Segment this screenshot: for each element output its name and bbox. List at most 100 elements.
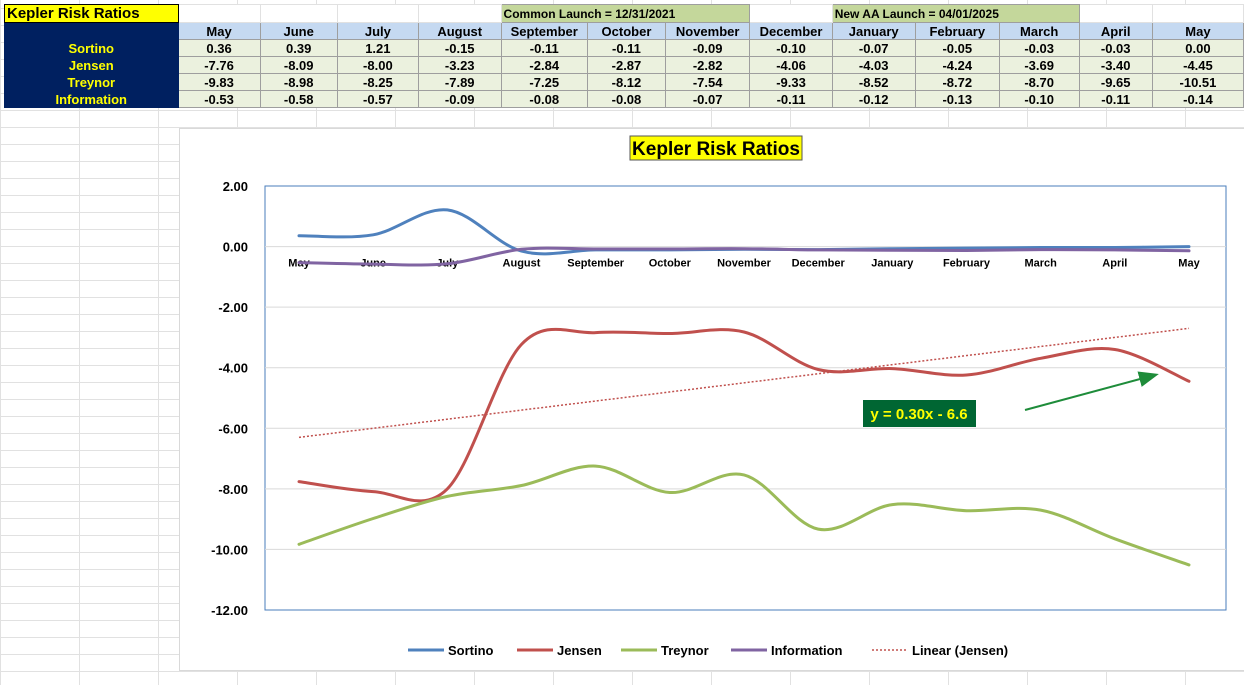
month-header[interactable]: May <box>177 22 261 40</box>
table-cell[interactable]: -7.89 <box>417 73 502 91</box>
table-cell[interactable]: -8.12 <box>586 73 666 91</box>
y-tick-label: -6.00 <box>218 421 248 436</box>
table-cell[interactable]: -2.87 <box>586 56 666 74</box>
month-header[interactable]: October <box>586 22 666 40</box>
table-cell[interactable]: -0.11 <box>586 39 666 57</box>
x-tick-label: February <box>943 258 991 270</box>
table-cell[interactable]: -4.45 <box>1151 56 1244 74</box>
table-cell[interactable]: 0.39 <box>259 39 338 57</box>
table-cell[interactable]: -0.15 <box>417 39 502 57</box>
table-cell[interactable]: -0.11 <box>1078 90 1153 108</box>
row-label[interactable]: Sortino <box>4 39 179 57</box>
trend-arrow <box>1024 371 1159 411</box>
chart-area[interactable]: 2.00 0.00 -2.00 -4.00 -6.00 -8.00 -10.00 -12.00… <box>179 128 1244 671</box>
table-cell[interactable]: -8.70 <box>998 73 1080 91</box>
table-cell[interactable]: -3.69 <box>998 56 1080 74</box>
table-cell[interactable]: -4.06 <box>749 56 833 74</box>
y-tick-label: 2.00 <box>223 179 248 194</box>
table-cell[interactable]: -3.40 <box>1078 56 1153 74</box>
month-header[interactable]: August <box>417 22 502 40</box>
table-cell[interactable]: -0.07 <box>831 39 916 57</box>
x-tick-label: January <box>871 258 914 270</box>
legend-label-linear-jensen: Linear (Jensen) <box>912 643 1008 658</box>
table-cell[interactable]: -7.76 <box>177 56 261 74</box>
y-tick-label: -8.00 <box>218 482 248 497</box>
x-tick-label: September <box>567 258 625 270</box>
row-label[interactable]: Information <box>4 90 179 108</box>
table-row: Sortino 0.36 0.39 1.21 -0.15 -0.11 -0.11 -0.09-… <box>4 39 1244 57</box>
table-cell[interactable]: -7.54 <box>664 73 751 91</box>
legend-label-treynor: Treynor <box>661 643 709 658</box>
y-tick-label: -2.00 <box>218 300 248 315</box>
table-cell[interactable]: -0.03 <box>1078 39 1153 57</box>
table-cell[interactable]: 1.21 <box>336 39 419 57</box>
table-cell[interactable]: -0.05 <box>914 39 1000 57</box>
legend-label-sortino: Sortino <box>448 643 494 658</box>
table-cell[interactable]: -0.10 <box>998 90 1080 108</box>
month-header[interactable]: September <box>500 22 588 40</box>
table-cell[interactable]: -0.58 <box>259 90 338 108</box>
month-header[interactable]: June <box>259 22 338 40</box>
table-cell[interactable]: -8.25 <box>336 73 419 91</box>
series-line-information <box>297 246 1191 267</box>
table-cell[interactable]: -8.98 <box>259 73 338 91</box>
month-header[interactable]: April <box>1078 22 1153 40</box>
table-cell[interactable]: -0.09 <box>417 90 502 108</box>
x-tick-label: October <box>649 258 692 270</box>
y-axis-ticks: 2.00 0.00 -2.00 -4.00 -6.00 -8.00 -10.00 -12.00 <box>211 179 248 618</box>
month-header[interactable]: March <box>998 22 1080 40</box>
gridlines <box>265 246 1226 550</box>
new-aa-launch-label[interactable]: New AA Launch = 04/01/2025 <box>831 4 1080 23</box>
sheet-title[interactable]: Kepler Risk Ratios <box>4 4 179 23</box>
row-label[interactable]: Treynor <box>4 73 179 91</box>
table-cell[interactable]: -4.24 <box>914 56 1000 74</box>
table-cell[interactable]: -0.03 <box>998 39 1080 57</box>
legend-label-jensen: Jensen <box>557 643 602 658</box>
table-cell[interactable]: 0.00 <box>1151 39 1244 57</box>
month-header[interactable]: December <box>749 22 833 40</box>
month-header[interactable]: February <box>914 22 1000 40</box>
table-cell[interactable]: -9.83 <box>177 73 261 91</box>
equation-box <box>863 400 976 427</box>
table-cell[interactable]: -0.14 <box>1151 90 1244 108</box>
table-cell[interactable]: -0.09 <box>664 39 751 57</box>
table-row: Treynor -9.83 -8.98 -8.25 -7.89 -7.25 -8.12 -7.… <box>4 73 1244 91</box>
table-cell[interactable]: 0.36 <box>177 39 261 57</box>
month-header[interactable]: January <box>831 22 916 40</box>
table-title-row: Kepler Risk Ratios Common Launch = 12/31… <box>4 4 1244 23</box>
table-cell[interactable]: -3.23 <box>417 56 502 74</box>
table-cell[interactable]: -0.07 <box>664 90 751 108</box>
table-cell[interactable]: -2.82 <box>664 56 751 74</box>
row-label[interactable]: Jensen <box>4 56 179 74</box>
table-cell[interactable]: -0.10 <box>749 39 833 57</box>
table-cell[interactable]: -0.13 <box>914 90 1000 108</box>
table-cell[interactable]: -9.65 <box>1078 73 1153 91</box>
table-cell[interactable]: -2.84 <box>500 56 588 74</box>
table-cell[interactable]: -0.08 <box>500 90 588 108</box>
table-cell[interactable]: -0.11 <box>749 90 833 108</box>
table-cell[interactable]: -8.00 <box>336 56 419 74</box>
table-cell[interactable]: -0.57 <box>336 90 419 108</box>
x-tick-label: April <box>1102 258 1127 270</box>
table-cell[interactable]: -8.09 <box>259 56 338 74</box>
table-cell[interactable]: -0.11 <box>500 39 588 57</box>
series-line-treynor <box>297 464 1191 567</box>
month-header[interactable]: July <box>336 22 419 40</box>
risk-ratio-table: Kepler Risk Ratios Common Launch = 12/31… <box>4 4 1244 108</box>
x-tick-label: November <box>717 258 772 270</box>
table-cell[interactable]: -8.72 <box>914 73 1000 91</box>
table-cell[interactable]: -0.53 <box>177 90 261 108</box>
table-cell[interactable]: -9.33 <box>749 73 833 91</box>
trendline-jensen <box>298 327 1190 439</box>
table-cell[interactable]: -4.03 <box>831 56 916 74</box>
table-cell[interactable]: -8.52 <box>831 73 916 91</box>
table-cell[interactable]: -0.12 <box>831 90 916 108</box>
table-cell[interactable]: -0.08 <box>586 90 666 108</box>
common-launch-label[interactable]: Common Launch = 12/31/2021 <box>500 4 751 23</box>
header-corner[interactable] <box>4 22 179 40</box>
month-header[interactable]: November <box>664 22 751 40</box>
table-cell[interactable]: -10.51 <box>1151 73 1244 91</box>
month-header[interactable]: May <box>1151 22 1244 40</box>
y-tick-label: 0.00 <box>223 240 248 255</box>
table-cell[interactable]: -7.25 <box>500 73 588 91</box>
